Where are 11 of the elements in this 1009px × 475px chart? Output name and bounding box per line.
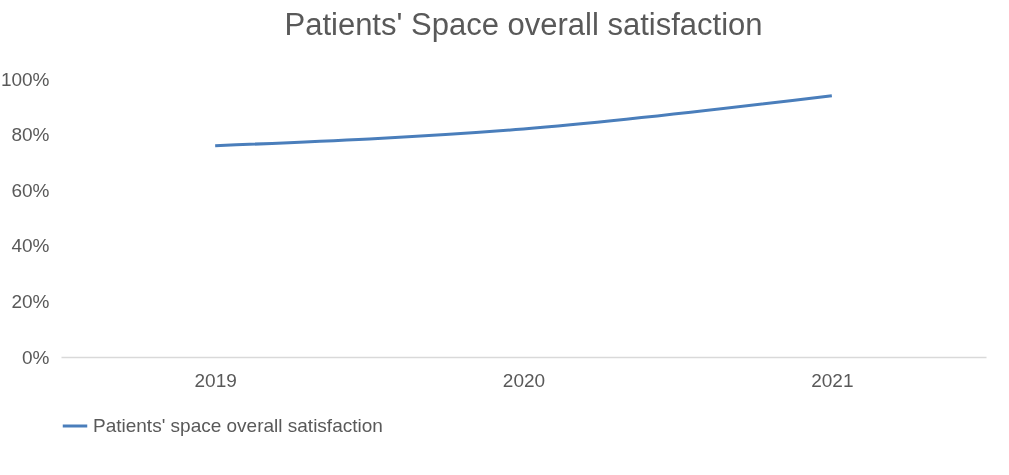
y-tick-label: 100%	[0, 68, 50, 90]
y-tick-label: 40%	[11, 235, 50, 257]
x-tick-label: 2021	[811, 369, 854, 391]
chart-title: Patients' Space overall satisfaction	[284, 7, 763, 42]
y-tick-label: 0%	[22, 346, 50, 368]
y-tick-label: 20%	[11, 290, 50, 312]
x-tick-label: 2019	[194, 369, 237, 391]
legend-label: Patients' space overall satisfaction	[93, 415, 383, 436]
y-tick-label: 60%	[11, 179, 50, 201]
x-tick-label: 2020	[502, 369, 546, 391]
y-tick-label: 80%	[11, 124, 50, 146]
